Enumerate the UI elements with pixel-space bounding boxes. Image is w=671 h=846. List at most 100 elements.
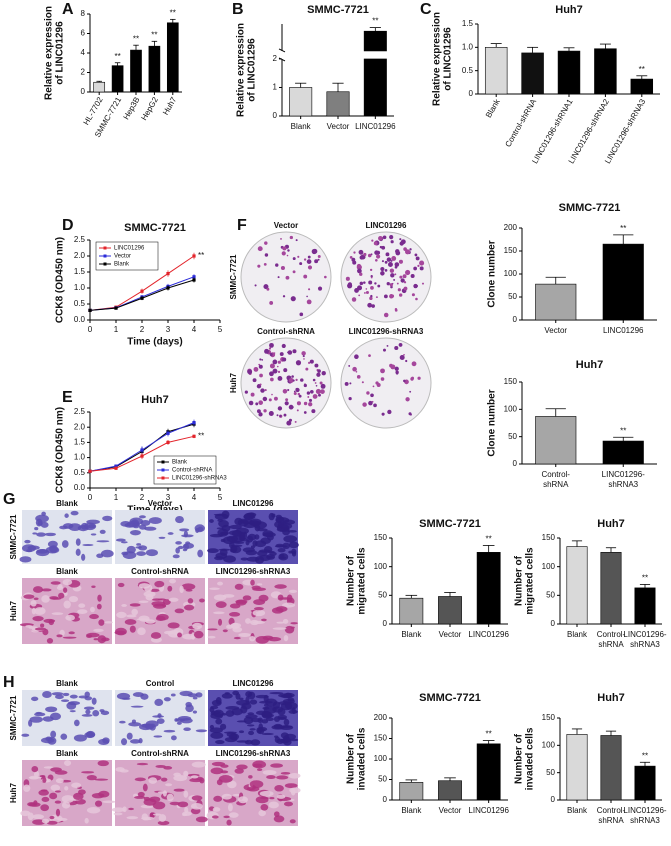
x-tick-label: LINC01296 <box>468 630 509 639</box>
photo <box>340 337 432 429</box>
cell <box>145 549 158 557</box>
bar <box>557 50 581 95</box>
colony <box>349 382 352 385</box>
cell <box>70 510 79 516</box>
row-label: SMMC-7721 <box>229 254 238 299</box>
cell <box>283 718 290 726</box>
cell <box>126 816 139 820</box>
cell <box>210 732 224 739</box>
colony <box>348 396 352 401</box>
cell <box>114 630 127 635</box>
y-tick-label: 1.0 <box>74 283 86 292</box>
y-tick-label: 50 <box>546 768 555 777</box>
cell <box>50 581 61 585</box>
cell <box>254 606 264 611</box>
cell <box>45 736 53 742</box>
cell <box>222 629 228 633</box>
cell <box>35 514 49 523</box>
cell <box>280 772 291 775</box>
y-tick-label: 50 <box>378 590 387 599</box>
colony <box>275 263 279 267</box>
panel-letter: H <box>3 674 15 691</box>
cell <box>223 815 230 819</box>
cell <box>192 622 203 630</box>
cell <box>66 701 77 710</box>
colony <box>283 413 287 417</box>
cell <box>219 531 229 535</box>
cell <box>252 587 267 591</box>
chart-title: Huh7 <box>597 692 625 704</box>
cell <box>50 767 62 772</box>
cell <box>20 810 31 817</box>
colony <box>381 260 384 263</box>
cell <box>176 721 182 725</box>
chart-title: Huh7 <box>555 4 583 16</box>
cell <box>288 773 301 779</box>
colony <box>248 400 254 406</box>
cell <box>250 739 261 746</box>
colony <box>318 393 321 397</box>
colony <box>257 246 263 252</box>
colony <box>403 281 407 284</box>
legend-label: LINC01296 <box>114 246 145 252</box>
cell <box>271 724 285 730</box>
significance: ** <box>642 574 648 583</box>
cell <box>157 820 170 826</box>
x-tick-label: LINC01296-shRNA2 <box>567 97 612 165</box>
cell <box>55 694 64 700</box>
cell <box>165 783 173 787</box>
bar <box>399 782 424 801</box>
cell <box>283 737 291 743</box>
cell <box>239 537 247 542</box>
cell <box>190 802 203 810</box>
colony <box>371 239 374 242</box>
y-tick-label: 50 <box>508 432 517 441</box>
colony <box>263 284 269 290</box>
cell <box>141 816 155 821</box>
cell <box>215 552 228 559</box>
cell <box>155 764 166 768</box>
x-tick-label: LINC01296-shRNA3 <box>603 97 648 165</box>
colony <box>297 255 300 258</box>
legend-label: Blank <box>114 262 130 268</box>
colony <box>370 286 374 290</box>
cell <box>115 538 126 542</box>
y-tick-label: 1.5 <box>462 19 474 28</box>
colony <box>292 349 297 354</box>
colony <box>324 275 327 279</box>
cell <box>143 798 157 806</box>
colony <box>368 400 373 406</box>
cell <box>233 636 241 640</box>
cell <box>50 784 61 792</box>
significance: ** <box>198 251 204 260</box>
y-tick-label: 1.5 <box>74 267 86 276</box>
cell <box>249 699 258 705</box>
legend-marker <box>161 460 165 464</box>
colony <box>287 350 293 355</box>
cell <box>73 719 80 727</box>
cell <box>158 814 167 822</box>
cell <box>289 787 301 794</box>
x-tick-label: 5 <box>218 325 223 334</box>
cell <box>177 801 189 808</box>
colony <box>359 281 364 286</box>
cell <box>227 780 237 789</box>
cell <box>51 612 64 615</box>
colony <box>413 283 418 289</box>
colony <box>399 241 404 246</box>
photo <box>207 510 299 564</box>
significance: ** <box>170 8 176 17</box>
cell <box>100 549 114 558</box>
cell <box>122 551 137 559</box>
photo-caption: LINC01296-shRNA3 <box>216 749 291 758</box>
photo <box>115 510 205 564</box>
cell <box>90 606 95 613</box>
cell <box>274 785 284 792</box>
colony <box>376 254 381 259</box>
cell <box>83 706 95 710</box>
cell <box>86 634 93 639</box>
colony <box>286 254 289 257</box>
cell <box>226 819 232 826</box>
marker <box>114 464 118 468</box>
cell <box>119 720 126 724</box>
